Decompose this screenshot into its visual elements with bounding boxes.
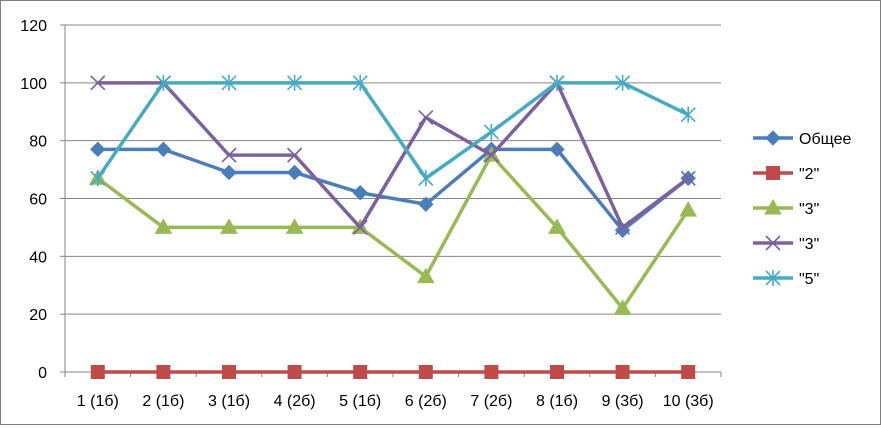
legend-item: "5" [753, 270, 819, 288]
legend-item: "2" [753, 166, 819, 183]
x-tick-label: 7 (2б) [470, 393, 512, 410]
y-tick-label: 60 [29, 192, 47, 209]
legend-marker [765, 270, 781, 286]
legend-label: "3" [799, 236, 819, 253]
data-point [615, 365, 630, 379]
legend-label: "2" [799, 166, 819, 183]
x-tick-label: 5 (1б) [339, 393, 381, 410]
legend-marker [765, 235, 781, 251]
legend-item: "3" [753, 235, 819, 253]
legend-label: "3" [799, 201, 819, 218]
series-line [97, 81, 690, 230]
data-point [221, 74, 237, 91]
y-tick-label: 100 [20, 76, 47, 93]
data-point [154, 218, 173, 234]
data-point [483, 147, 499, 163]
data-point [285, 218, 304, 234]
legend-marker [764, 198, 782, 215]
data-point [90, 170, 106, 187]
data-point [615, 219, 631, 235]
data-point [352, 74, 368, 91]
data-point [353, 365, 368, 379]
data-point [550, 365, 564, 379]
data-point [352, 185, 368, 201]
x-tick-label: 1 (1б) [77, 393, 119, 410]
x-tick-label: 10 (3б) [663, 393, 714, 410]
data-point [90, 365, 105, 379]
series-1 [90, 365, 696, 379]
data-point [352, 219, 368, 235]
data-point [286, 164, 303, 181]
marker-stroke [90, 75, 106, 91]
x-tick-label: 6 (2б) [405, 393, 447, 410]
series-2 [88, 146, 698, 315]
x-tick-label: 2 (1б) [142, 393, 184, 410]
y-tick-label: 40 [29, 249, 47, 266]
data-point [287, 74, 303, 91]
y-tick-label: 20 [29, 307, 47, 324]
data-point [416, 267, 435, 284]
data-point [681, 365, 696, 379]
data-point [90, 75, 106, 91]
data-point [221, 147, 237, 163]
data-point [680, 170, 696, 186]
marker-stroke [615, 219, 631, 235]
data-point [483, 123, 499, 140]
data-point [418, 196, 434, 212]
y-tick-label: 0 [38, 365, 47, 382]
data-point [221, 164, 237, 181]
series-group [88, 74, 698, 379]
data-point [548, 218, 566, 234]
data-point [680, 106, 696, 123]
data-point [287, 147, 303, 163]
marker-stroke [483, 147, 499, 163]
data-point [418, 109, 434, 126]
marker-stroke [221, 147, 237, 163]
data-point [155, 141, 172, 158]
x-tick-label: 3 (1б) [208, 393, 250, 410]
legend-item: "3" [753, 198, 819, 218]
data-point [156, 365, 171, 379]
data-point [287, 365, 302, 379]
data-point [679, 201, 698, 217]
x-tick-label: 9 (3б) [602, 393, 644, 410]
y-tick-label: 80 [29, 134, 47, 151]
marker-stroke [352, 219, 368, 235]
legend-label: Общее [799, 131, 851, 148]
series-4 [90, 74, 696, 187]
data-point [222, 365, 236, 379]
legend-marker [765, 130, 781, 146]
data-point [613, 299, 632, 315]
marker-stroke [680, 170, 696, 186]
data-point [484, 365, 499, 379]
x-tick-label: 4 (2б) [274, 393, 316, 410]
legend-item: Общее [753, 130, 851, 148]
x-tick-label: 8 (1б) [536, 393, 578, 410]
data-point [155, 74, 171, 91]
data-point [418, 170, 434, 187]
legend-label: "5" [799, 271, 819, 288]
series-line [96, 153, 690, 311]
data-point [615, 74, 631, 91]
marker-stroke [765, 235, 781, 251]
marker-stroke [418, 109, 434, 126]
data-point [220, 218, 238, 234]
data-point [90, 141, 106, 158]
y-tick-label: 120 [20, 18, 47, 35]
data-point [549, 141, 565, 158]
marker-stroke [287, 147, 303, 163]
data-point [549, 74, 565, 91]
data-point [418, 365, 433, 379]
series-line [97, 147, 690, 233]
series-line [96, 81, 689, 181]
legend: Общее "2" "3" "3" "5" [753, 130, 851, 288]
legend-marker [766, 166, 780, 180]
